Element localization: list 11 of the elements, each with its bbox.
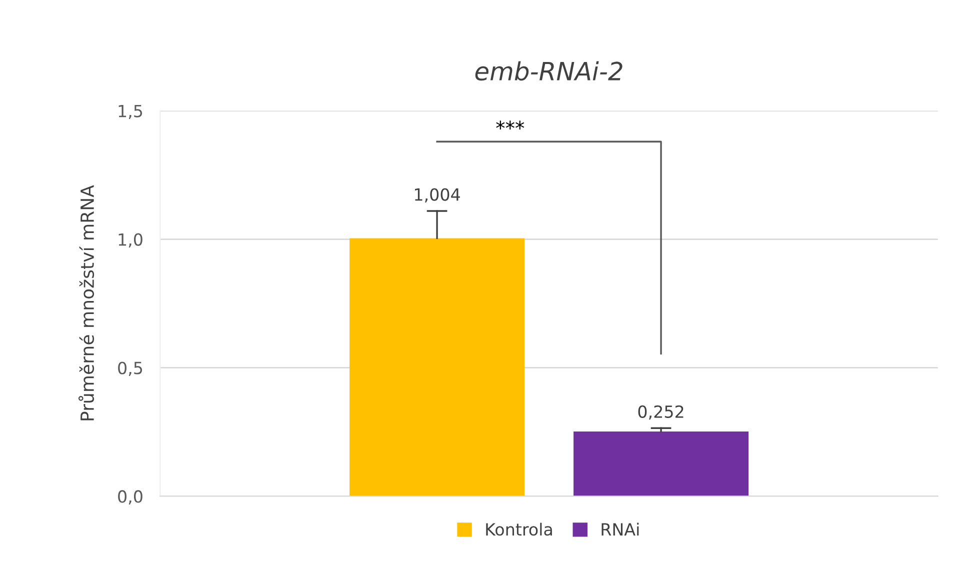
y-axis-title: Průměrné množství mRNA [78,185,94,420]
y-tick-label: 0,5 [118,362,142,376]
data-label: 1,004 [415,188,460,203]
y-tick-label: 1,5 [118,104,142,120]
chart-title: emb-RNAi-2 [475,61,622,81]
data-label: 0,252 [638,405,684,420]
y-tick-label: 1,0 [118,233,142,248]
annotation: *** [496,120,524,130]
y-tick-label: 0,0 [118,490,142,504]
legend-label: Kontrola [486,522,552,536]
legend-label: RNAi [602,522,639,536]
